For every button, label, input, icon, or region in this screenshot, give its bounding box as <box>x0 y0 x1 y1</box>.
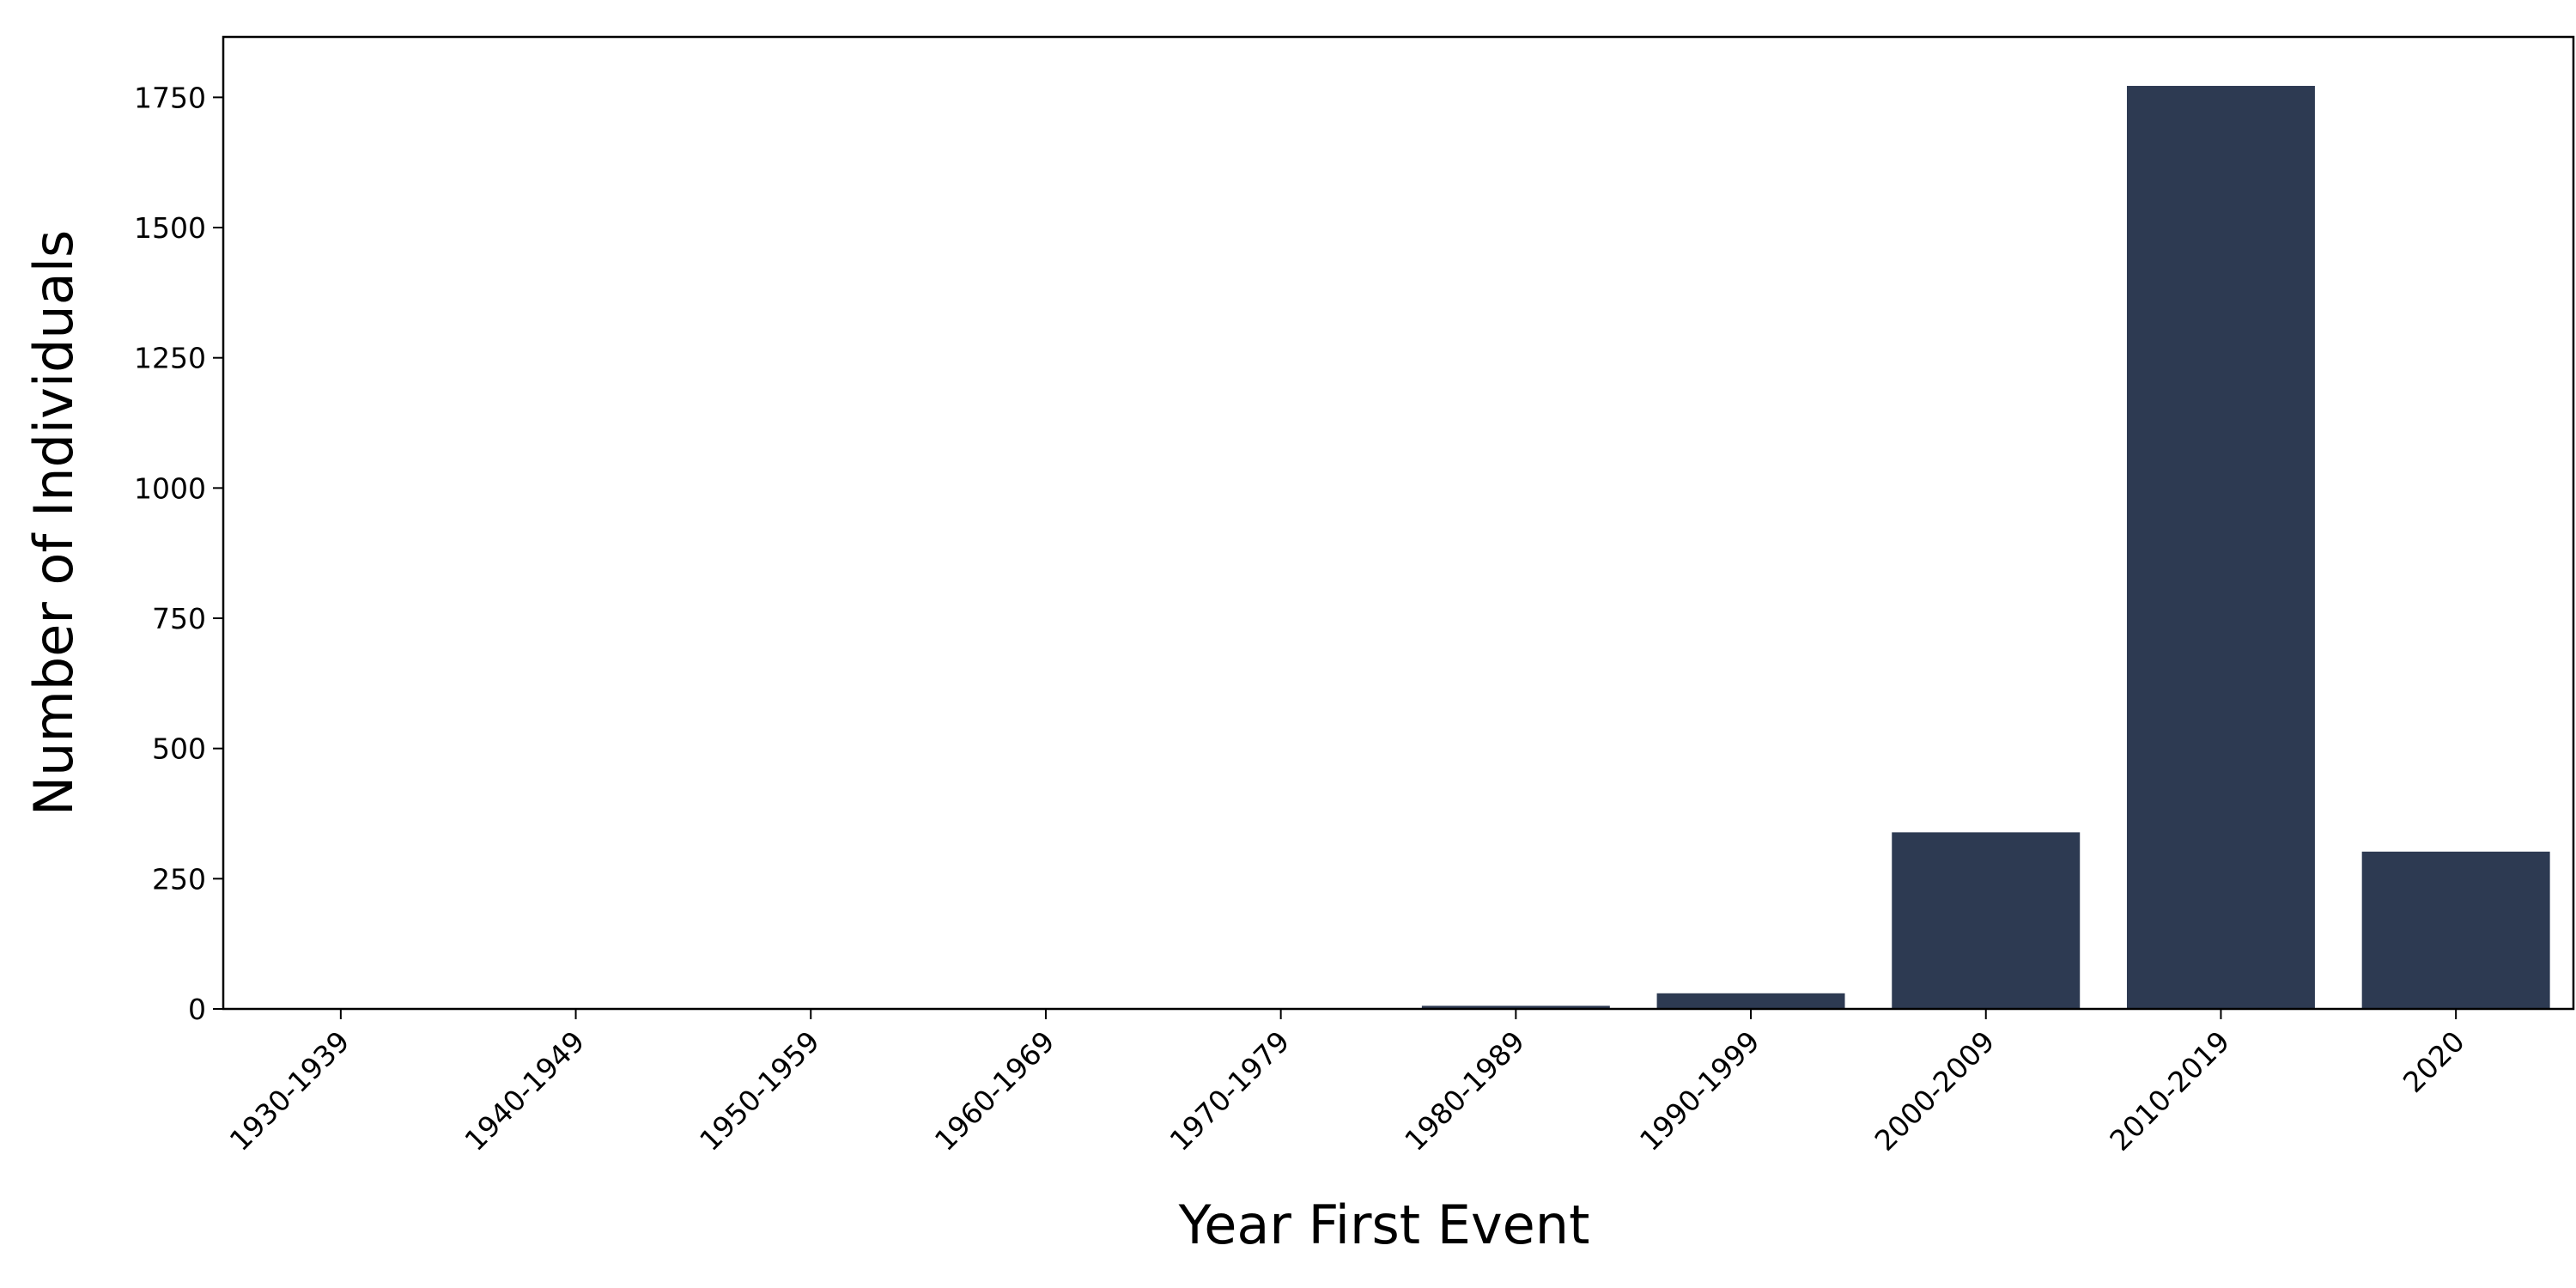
y-axis-label: Number of Individuals <box>22 230 85 816</box>
y-tick-label: 1000 <box>134 471 206 505</box>
x-tick-label: 2020 <box>2397 1024 2471 1099</box>
x-tick-label: 1980-1989 <box>1398 1024 1531 1157</box>
x-tick-label: 1990-1999 <box>1633 1024 1766 1157</box>
x-tick-label: 1970-1979 <box>1163 1024 1297 1157</box>
bar <box>2126 86 2315 1009</box>
y-tick-label: 1750 <box>134 81 206 114</box>
bar <box>1892 832 2081 1009</box>
x-tick-label: 1930-1939 <box>223 1024 356 1157</box>
x-tick-label: 1960-1969 <box>928 1024 1061 1157</box>
plot-frame <box>222 35 2575 1011</box>
bar <box>1421 1005 1610 1009</box>
y-tick-label: 500 <box>152 732 206 766</box>
y-tick-label: 1500 <box>134 211 206 245</box>
x-tick-label: 1950-1959 <box>693 1024 826 1157</box>
y-tick-label: 0 <box>188 993 206 1026</box>
x-axis-label: Year First Event <box>1178 1194 1590 1256</box>
x-tick-label: 2000-2009 <box>1868 1024 2002 1157</box>
x-tick-label: 2010-2019 <box>2103 1024 2236 1157</box>
y-tick-label: 250 <box>152 862 206 896</box>
y-tick-label: 750 <box>152 602 206 635</box>
y-tick-label: 1250 <box>134 342 206 375</box>
bar <box>1656 993 1845 1009</box>
x-tick-label: 1940-1949 <box>458 1024 591 1157</box>
bar <box>2361 851 2550 1009</box>
